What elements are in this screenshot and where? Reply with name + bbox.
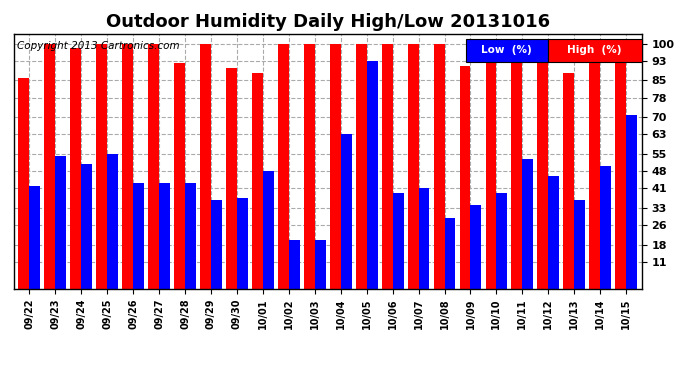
Bar <box>122 44 133 289</box>
Bar <box>511 44 522 289</box>
Title: Outdoor Humidity Daily High/Low 20131016: Outdoor Humidity Daily High/Low 20131016 <box>106 13 550 31</box>
Bar <box>289 240 299 289</box>
Bar <box>615 44 626 289</box>
Bar <box>97 44 107 289</box>
Bar <box>185 183 196 289</box>
Bar <box>460 66 471 289</box>
Bar <box>226 68 237 289</box>
Bar <box>44 44 55 289</box>
Bar <box>19 78 30 289</box>
Bar <box>211 201 222 289</box>
Bar <box>30 186 40 289</box>
Bar <box>522 159 533 289</box>
Bar <box>408 44 419 289</box>
Bar <box>237 198 248 289</box>
Bar <box>252 73 263 289</box>
Bar <box>538 58 549 289</box>
Bar <box>563 73 574 289</box>
Bar <box>393 193 404 289</box>
Bar <box>278 44 289 289</box>
Bar <box>433 44 444 289</box>
Bar <box>356 44 366 289</box>
FancyBboxPatch shape <box>548 39 642 62</box>
Bar <box>419 188 429 289</box>
Bar <box>133 183 144 289</box>
Bar <box>70 48 81 289</box>
Bar <box>315 240 326 289</box>
Bar <box>107 154 118 289</box>
Bar <box>366 61 377 289</box>
Bar <box>444 217 455 289</box>
Text: Copyright 2013 Cartronics.com: Copyright 2013 Cartronics.com <box>17 41 179 51</box>
Bar <box>159 183 170 289</box>
Bar <box>55 156 66 289</box>
Bar <box>341 134 352 289</box>
Text: High  (%): High (%) <box>567 45 622 56</box>
Bar <box>600 166 611 289</box>
Bar <box>174 63 185 289</box>
Bar <box>200 44 211 289</box>
Bar <box>589 61 600 289</box>
Bar <box>496 193 507 289</box>
Bar <box>304 44 315 289</box>
Bar <box>486 44 496 289</box>
Bar <box>263 171 274 289</box>
FancyBboxPatch shape <box>466 39 548 62</box>
Bar <box>549 176 559 289</box>
Bar <box>148 44 159 289</box>
Bar <box>471 206 482 289</box>
Bar <box>330 44 341 289</box>
Bar <box>81 164 92 289</box>
Bar <box>626 115 637 289</box>
Bar <box>574 201 585 289</box>
Bar <box>382 44 393 289</box>
Text: Low  (%): Low (%) <box>482 45 532 56</box>
